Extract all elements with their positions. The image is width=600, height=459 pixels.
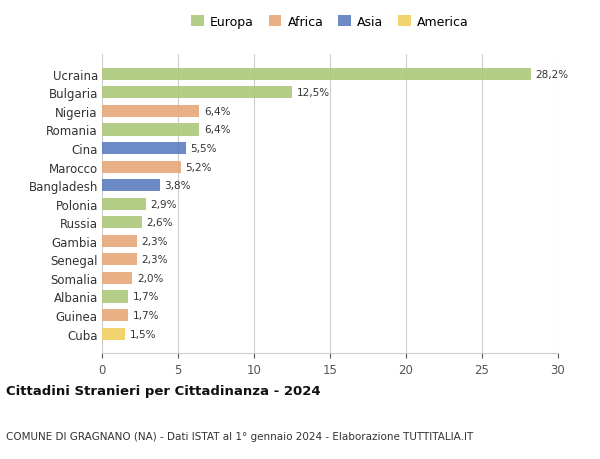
Bar xyxy=(102,87,292,99)
Bar xyxy=(102,124,199,136)
Bar xyxy=(102,217,142,229)
Bar xyxy=(102,235,137,247)
Text: 3,8%: 3,8% xyxy=(164,181,191,191)
Text: 1,7%: 1,7% xyxy=(133,292,159,302)
Text: 2,6%: 2,6% xyxy=(146,218,173,228)
Text: COMUNE DI GRAGNANO (NA) - Dati ISTAT al 1° gennaio 2024 - Elaborazione TUTTITALI: COMUNE DI GRAGNANO (NA) - Dati ISTAT al … xyxy=(6,431,473,441)
Text: 12,5%: 12,5% xyxy=(296,88,329,98)
Text: 2,3%: 2,3% xyxy=(142,236,168,246)
Bar xyxy=(102,69,530,81)
Bar xyxy=(102,328,125,340)
Text: 2,9%: 2,9% xyxy=(151,199,177,209)
Bar xyxy=(102,309,128,321)
Text: 2,0%: 2,0% xyxy=(137,273,163,283)
Text: 5,2%: 5,2% xyxy=(185,162,212,172)
Bar xyxy=(102,180,160,192)
Bar xyxy=(102,291,128,303)
Text: 5,5%: 5,5% xyxy=(190,144,217,154)
Text: 1,7%: 1,7% xyxy=(133,310,159,320)
Bar xyxy=(102,143,185,155)
Bar xyxy=(102,198,146,210)
Text: 1,5%: 1,5% xyxy=(130,329,156,339)
Text: 28,2%: 28,2% xyxy=(535,70,568,80)
Text: 6,4%: 6,4% xyxy=(204,125,230,135)
Bar xyxy=(102,254,137,266)
Text: 6,4%: 6,4% xyxy=(204,106,230,117)
Text: Cittadini Stranieri per Cittadinanza - 2024: Cittadini Stranieri per Cittadinanza - 2… xyxy=(6,384,320,397)
Text: 2,3%: 2,3% xyxy=(142,255,168,265)
Bar xyxy=(102,272,133,284)
Bar xyxy=(102,161,181,173)
Bar xyxy=(102,106,199,118)
Legend: Europa, Africa, Asia, America: Europa, Africa, Asia, America xyxy=(186,11,474,34)
